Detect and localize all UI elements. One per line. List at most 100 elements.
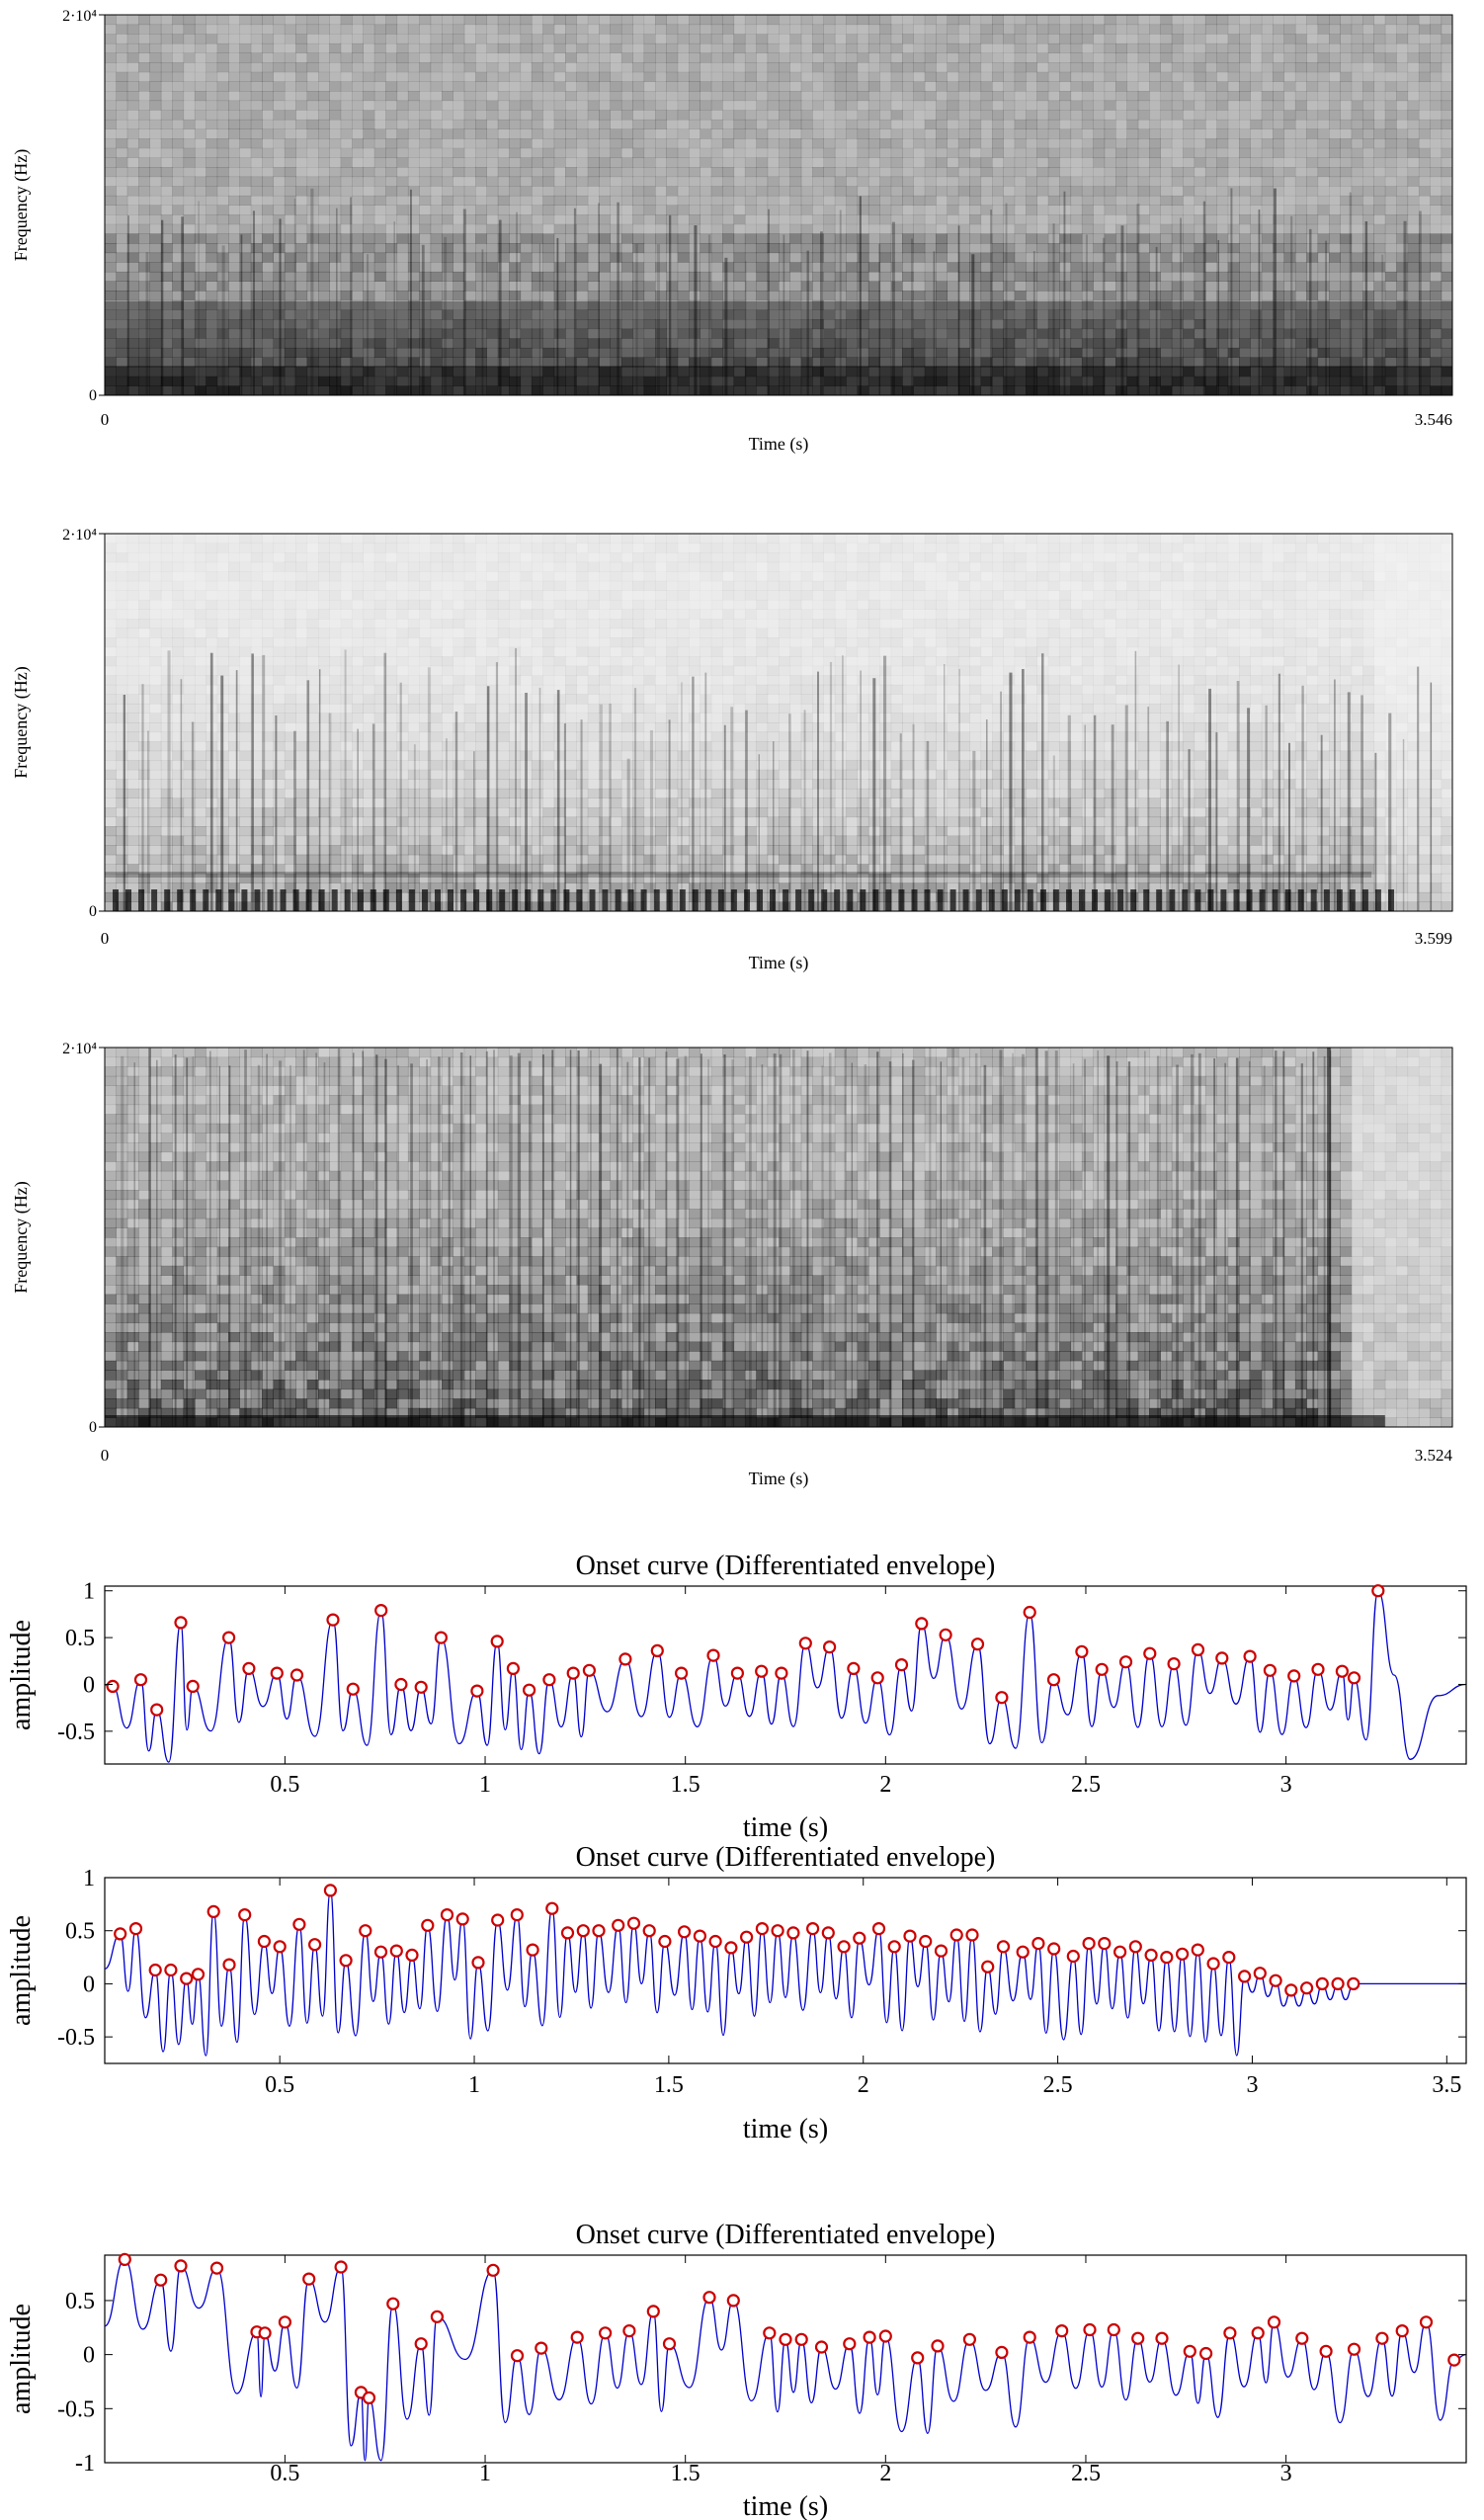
onset-peak-marker <box>394 1677 408 1692</box>
onset-peak-marker <box>455 1912 469 1926</box>
y-tick-label: 2·10⁴ <box>62 8 97 25</box>
onset-peak-marker <box>677 1925 692 1939</box>
onset-peak-marker <box>853 1931 866 1945</box>
onset-peak-marker <box>1144 1948 1158 1963</box>
onset-peak-marker <box>150 1703 164 1717</box>
onset-peak-marker <box>206 1904 220 1919</box>
onset-peak-marker <box>805 1921 820 1936</box>
onset-peak-marker <box>1447 2353 1461 2367</box>
spectrogram-2 <box>99 533 1453 912</box>
y-tick-label: 0 <box>89 903 97 920</box>
onset-peak-marker <box>726 2294 740 2308</box>
onset-peak-marker <box>1263 1663 1278 1677</box>
onset-peak-marker <box>242 1661 256 1676</box>
onset-peak-marker <box>915 1617 929 1631</box>
x-tick-label: 0.5 <box>265 2072 294 2098</box>
onset-peak-marker <box>471 1956 485 1970</box>
x-tick-label: 0 <box>101 410 110 429</box>
y-tick-label: -0.5 <box>57 1720 95 1745</box>
onset-peak-marker <box>949 1928 963 1942</box>
onset-peak-marker <box>114 1927 127 1941</box>
onset-peak-marker <box>870 1671 884 1685</box>
onset-peak-marker <box>934 1944 948 1958</box>
y-axis-label: Frequency (Hz) <box>11 149 32 261</box>
onset-peak-marker <box>278 2315 291 2329</box>
onset-peak-marker <box>724 1941 738 1955</box>
y-tick-label: 0 <box>83 1972 95 1997</box>
onset-peak-marker <box>871 1921 886 1936</box>
onset-peak-marker <box>618 1652 632 1666</box>
y-tick-label: 0.5 <box>65 1919 95 1945</box>
onset-peak-marker <box>598 2326 613 2340</box>
onset-peak-marker <box>939 1628 952 1641</box>
y-tick-label: 1 <box>83 1579 95 1605</box>
onset-peak-marker <box>490 1635 504 1648</box>
onset-peak-marker <box>373 1945 388 1959</box>
x-tick-label: 2.5 <box>1071 1772 1101 1798</box>
y-tick-label: 1 <box>83 1866 95 1891</box>
spectrogram-frame <box>104 1047 1453 1428</box>
onset-peak-marker <box>970 1638 985 1651</box>
onset-peak-marker <box>1331 1976 1345 1991</box>
onset-peak-marker <box>128 1921 143 1936</box>
onset-peak-marker <box>847 1661 861 1676</box>
onset-peak-marker <box>186 1679 200 1694</box>
onset-peak-marker <box>434 1631 448 1644</box>
onset-peak-marker <box>1075 1644 1089 1658</box>
onset-peak-marker <box>414 2337 428 2351</box>
onset-peak-marker <box>486 2263 500 2277</box>
x-tick-label: 0 <box>101 929 110 948</box>
x-axis-label: time (s) <box>743 2114 828 2144</box>
onset-peak-marker <box>1419 2315 1434 2329</box>
onset-peak-marker <box>164 1963 178 1977</box>
onset-peak-marker <box>1319 2344 1333 2358</box>
onset-peak-marker <box>775 1666 788 1680</box>
x-tick-label: 1.5 <box>654 2072 684 2098</box>
spectrogram-frame <box>104 14 1453 396</box>
onset-peak-marker <box>1206 1957 1220 1971</box>
onset-peak-marker <box>1222 1950 1236 1965</box>
onset-chart-3 <box>104 2252 1467 2464</box>
x-tick-label: 1 <box>479 2461 491 2486</box>
onset-peak-marker <box>209 2261 224 2275</box>
onset-peak-marker <box>154 2273 168 2287</box>
onset-peak-marker <box>739 1930 754 1944</box>
onset-peak-marker <box>730 1666 745 1680</box>
onset-peak-marker <box>289 1668 304 1682</box>
y-tick-label: 0 <box>89 387 97 404</box>
onset-peak-marker <box>302 2272 316 2286</box>
onset-peak-marker <box>1253 1967 1267 1980</box>
onset-peak-marker <box>440 1907 454 1922</box>
onset-peak-marker <box>222 1631 236 1644</box>
onset-peak-marker <box>779 2332 792 2346</box>
x-tick-label: 2.5 <box>1043 2072 1073 2098</box>
onset-peak-marker <box>1243 1649 1257 1663</box>
x-tick-label: 2 <box>879 2461 891 2486</box>
onset-peak-marker <box>911 2351 925 2365</box>
onset-peak-marker <box>535 2341 548 2355</box>
onset-peak-marker <box>566 1666 580 1680</box>
onset-peak-marker <box>1251 2326 1265 2340</box>
onset-peak-marker <box>421 1918 435 1932</box>
onset-peak-marker <box>1167 1656 1181 1671</box>
onset-peak-marker <box>1160 1950 1174 1965</box>
onset-chart-2 <box>104 1877 1467 2064</box>
onset-peak-marker <box>510 1907 524 1922</box>
onset-peak-marker <box>1082 1936 1096 1951</box>
onset-peak-marker <box>1143 1646 1157 1660</box>
x-tick-label: 1.5 <box>671 2461 701 2486</box>
onset-peak-marker <box>1023 1605 1036 1620</box>
onset-peak-marker <box>526 1943 539 1957</box>
onset-peak-marker <box>903 1929 917 1943</box>
onset-peak-marker <box>931 2339 945 2353</box>
onset-peak-marker <box>1047 1942 1061 1956</box>
onset-peak-marker <box>1191 1943 1204 1957</box>
onset-peak-marker <box>965 1928 979 1942</box>
y-axis-label: amplitude <box>6 1620 37 1730</box>
onset-peak-marker <box>118 2252 131 2266</box>
onset-peak-marker <box>962 2332 977 2346</box>
onset-peak-marker <box>642 1924 656 1938</box>
onset-peak-marker <box>708 1934 722 1949</box>
onset-peak-marker <box>258 2326 272 2340</box>
